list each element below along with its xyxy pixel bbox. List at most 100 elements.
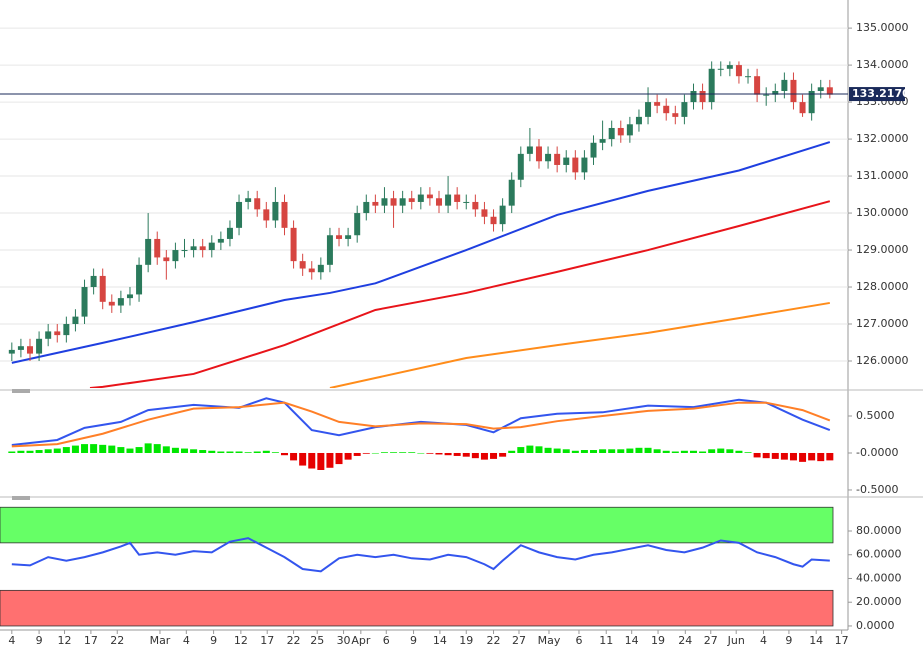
y-tick-label: 135.0000	[856, 21, 909, 34]
x-tick-label: 14	[809, 634, 823, 647]
resize-grip[interactable]	[12, 496, 30, 500]
candle-body	[417, 194, 424, 202]
y-tick-label: 20.0000	[856, 595, 902, 608]
resize-grip[interactable]	[12, 389, 30, 393]
candle-body	[508, 179, 515, 206]
histogram-bar	[108, 445, 116, 453]
candle-body	[681, 102, 688, 117]
candle-body	[672, 113, 679, 117]
x-tick-label: 19	[651, 634, 665, 647]
y-tick-label: -0.5000	[856, 483, 898, 496]
candle-body	[535, 146, 542, 162]
y-tick-label: 0.0000	[856, 619, 895, 632]
candle-body	[699, 90, 706, 103]
histogram-bar	[417, 452, 425, 454]
candle-body	[390, 198, 397, 206]
candle-body	[517, 153, 524, 180]
histogram-bar	[689, 450, 697, 453]
candle-body	[90, 275, 97, 288]
histogram-bar	[199, 450, 207, 453]
histogram-bar	[826, 452, 834, 461]
histogram-bar	[562, 449, 570, 453]
candle-body	[208, 242, 215, 251]
histogram-bar	[371, 452, 379, 454]
candle-body	[499, 205, 506, 225]
y-tick-label: -0.0000	[856, 446, 898, 459]
candle-body	[763, 94, 770, 96]
histogram-bar	[635, 447, 643, 453]
candle-body	[245, 198, 252, 202]
y-tick-label: 134.0000	[856, 58, 909, 71]
candle-body	[372, 201, 379, 206]
plot-layers: 126.0000 127.0000 128.0000 129.0000 130.0000…	[0, 21, 910, 647]
panel-background	[0, 506, 834, 627]
histogram-bar	[617, 449, 625, 453]
histogram-bar	[680, 450, 688, 453]
x-tick-label: Apr	[351, 634, 371, 647]
histogram-bar	[217, 451, 225, 453]
candle-body	[563, 157, 570, 165]
histogram-bar	[71, 445, 79, 453]
histogram-bar	[462, 452, 470, 457]
histogram-bar	[226, 451, 234, 453]
candle-body	[690, 90, 697, 103]
candle-body	[99, 275, 106, 302]
histogram-bar	[453, 452, 461, 456]
candle-body	[199, 246, 206, 251]
x-tick-label: 17	[84, 634, 98, 647]
histogram-bar	[780, 452, 788, 460]
candle-body	[554, 153, 561, 165]
histogram-bar	[326, 452, 334, 468]
panel-plot	[11, 537, 830, 573]
histogram-bar	[162, 446, 170, 453]
x-tick-label: 22	[110, 634, 124, 647]
y-tick-label: 126.0000	[856, 354, 909, 367]
histogram-bar	[653, 449, 661, 453]
histogram-bar	[590, 450, 598, 453]
x-tick-label: 19	[459, 634, 473, 647]
candle-body	[354, 213, 361, 236]
candle-body	[190, 246, 197, 251]
candle-body	[17, 346, 24, 350]
x-tick-label: 22	[487, 634, 501, 647]
candle-body	[226, 227, 233, 239]
y-tick-label: 40.0000	[856, 571, 902, 584]
y-tick-label: 0.5000	[856, 409, 895, 422]
histogram-bar	[426, 452, 434, 454]
candle-body	[26, 346, 33, 354]
x-tick-label: 11	[599, 634, 613, 647]
histogram-bar	[53, 448, 61, 453]
candle-body	[526, 146, 533, 154]
histogram-bar	[580, 450, 588, 453]
histogram-bar	[362, 452, 370, 454]
candle-body	[717, 68, 724, 70]
x-tick-label: Mar	[150, 634, 171, 647]
histogram-bar	[253, 451, 261, 453]
y-tick-label: 60.0000	[856, 548, 902, 561]
x-tick-label: 27	[512, 634, 526, 647]
histogram-bar	[62, 447, 70, 453]
histogram-bar	[544, 447, 552, 453]
histogram-bar	[626, 448, 634, 453]
histogram-bar	[789, 452, 797, 461]
histogram-bar	[708, 449, 716, 453]
histogram-bar	[299, 452, 307, 466]
candle-body	[735, 65, 742, 77]
candle-body	[754, 76, 761, 95]
candle-body	[254, 198, 261, 210]
histogram-bar	[308, 452, 316, 469]
histogram-bar	[280, 452, 288, 456]
histogram-bar	[262, 450, 270, 453]
candle-body	[545, 153, 552, 162]
candle-body	[663, 105, 670, 114]
x-tick-label: 4	[183, 634, 190, 647]
candle-body	[817, 87, 824, 91]
candle-body	[217, 238, 224, 243]
candle-body	[363, 201, 370, 214]
histogram-bar	[90, 444, 98, 453]
candle-body	[317, 264, 324, 273]
histogram-bar	[380, 452, 388, 453]
last-price-label: 133.2170	[852, 87, 910, 100]
candle-body	[654, 102, 661, 106]
